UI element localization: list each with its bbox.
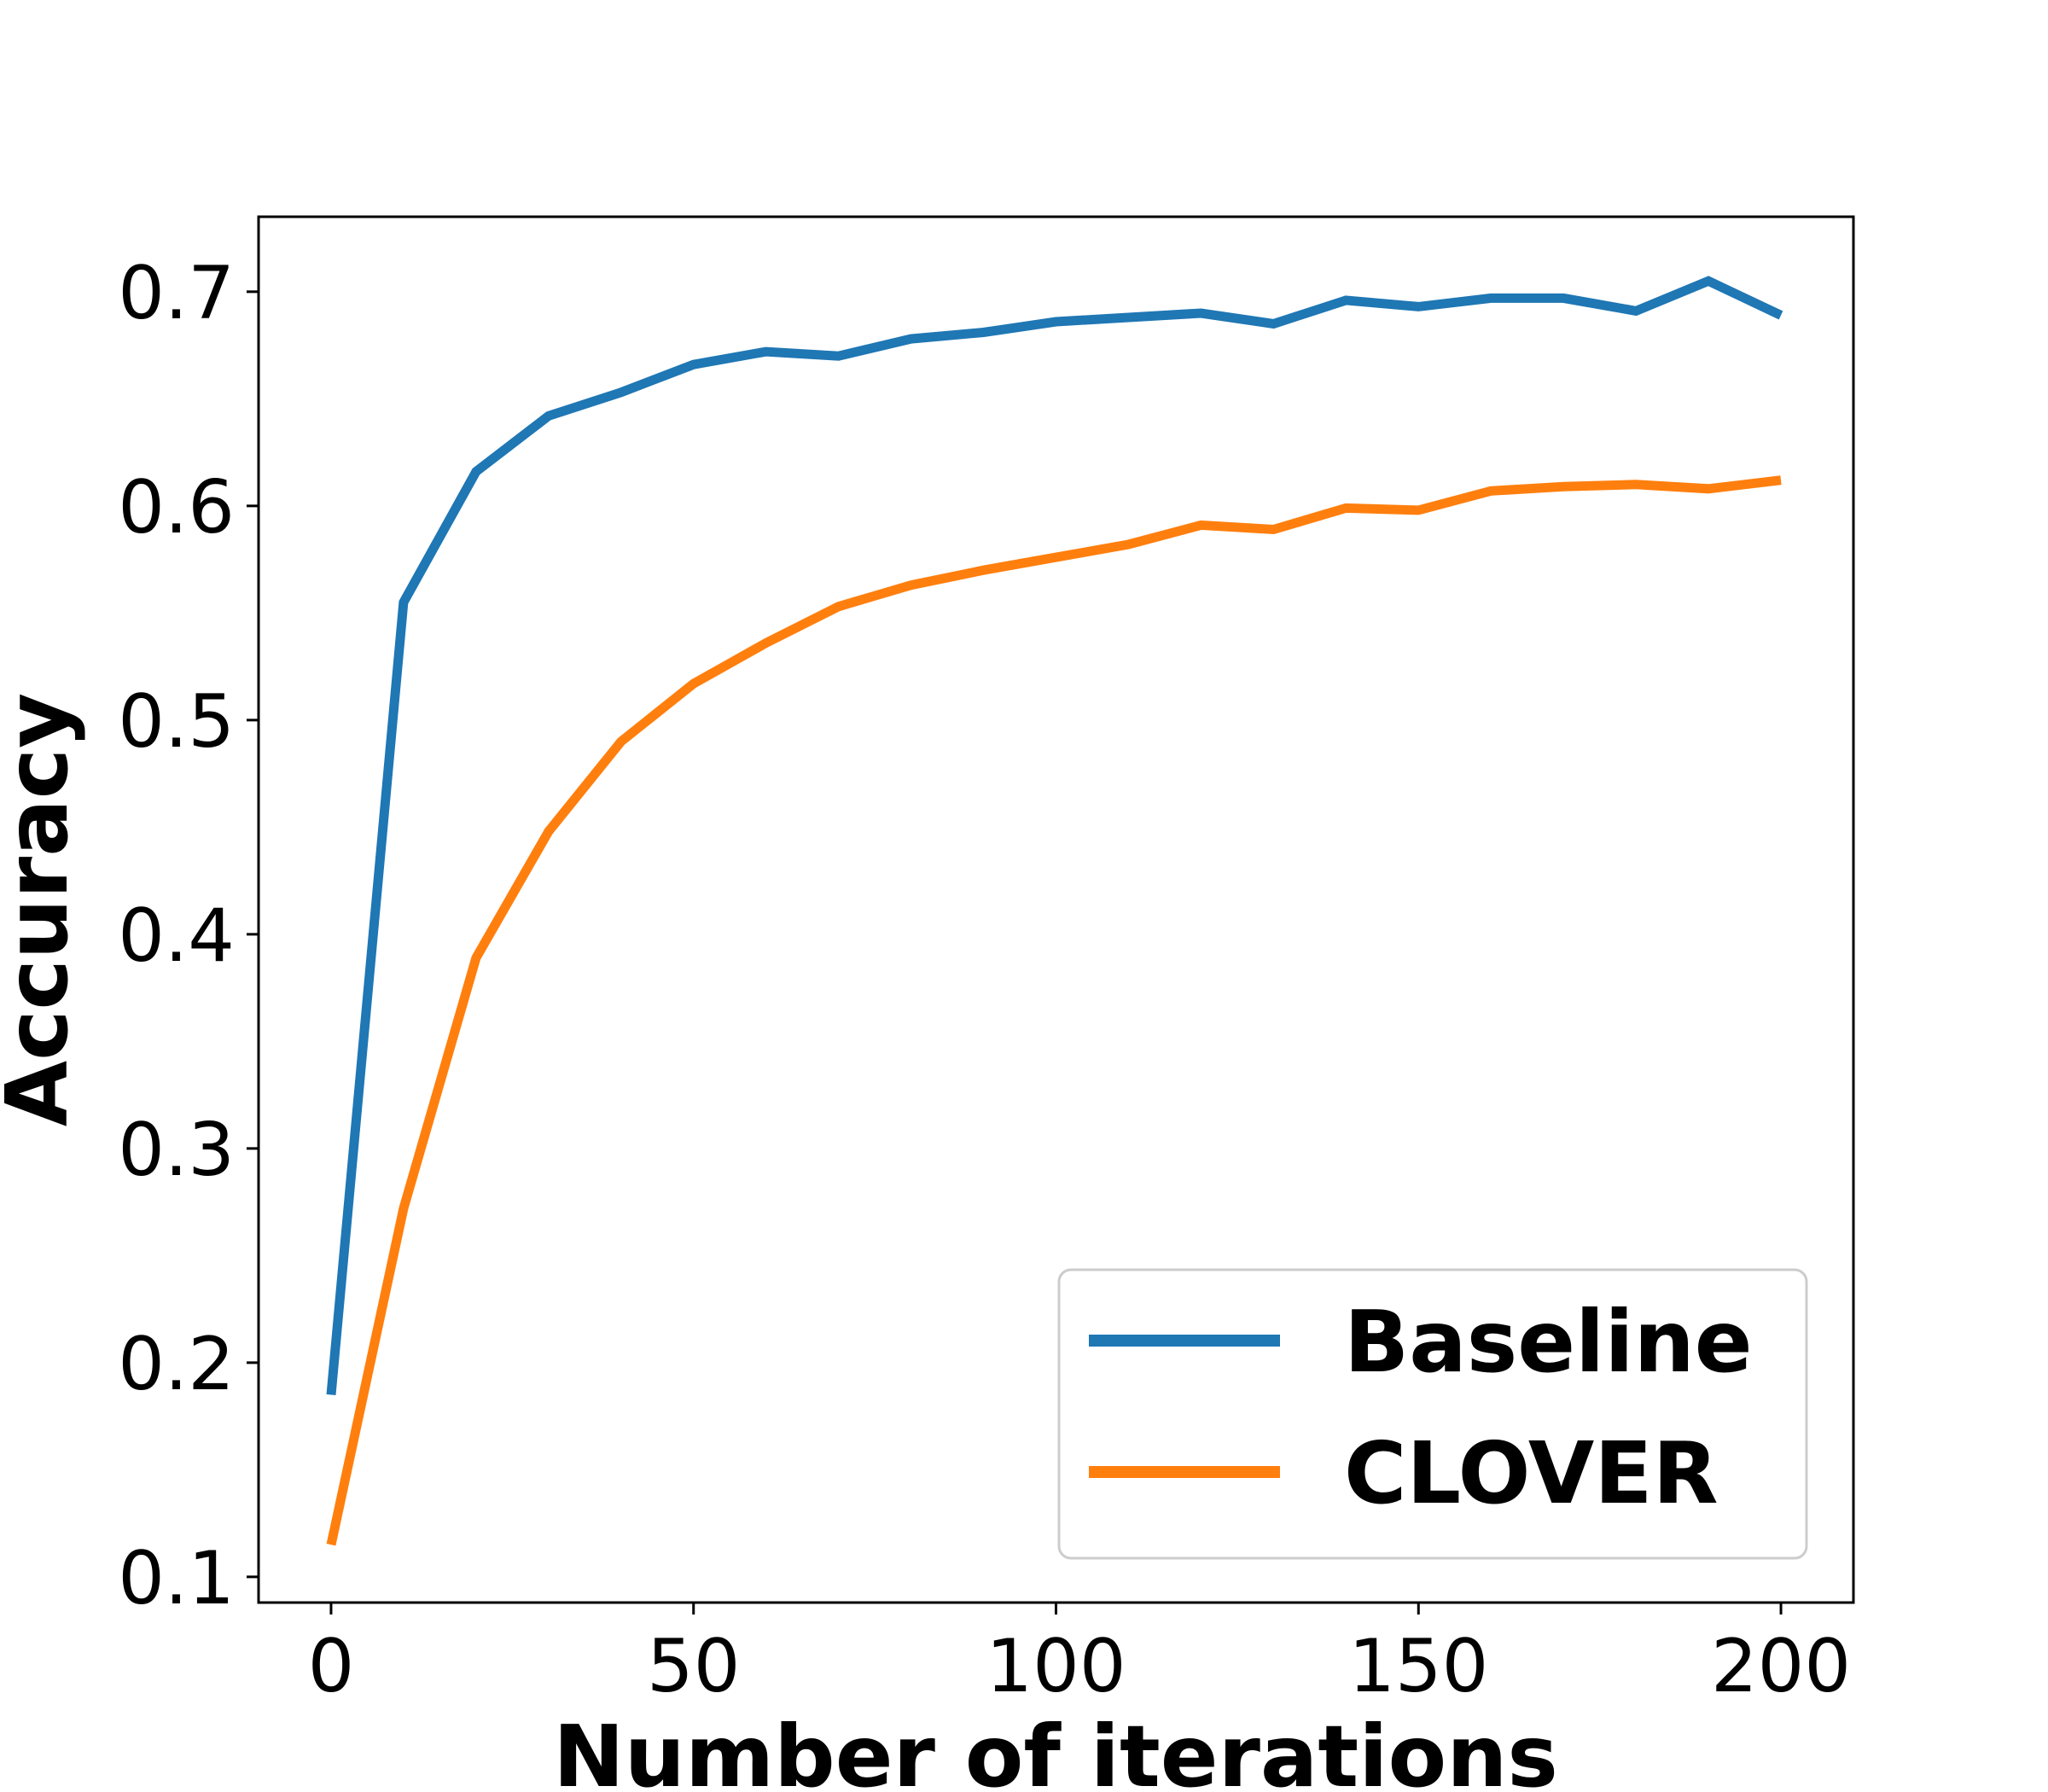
series-line-baseline [326, 276, 1783, 1396]
y-axis-ticks: 0.1 0.2 0.3 0.4 0.5 0.6 0.7 [118, 251, 259, 1621]
x-axis-title: Number of iterations [553, 1707, 1558, 1792]
x-axis-ticks: 0 50 100 150 200 [308, 1603, 1851, 1709]
x-tick-label: 150 [1348, 1624, 1488, 1709]
y-tick-label: 0.4 [118, 893, 235, 979]
x-tick-label: 200 [1711, 1624, 1851, 1709]
x-tick-label: 100 [986, 1624, 1126, 1709]
legend: Baseline CLOVER [1057, 1268, 1808, 1560]
y-tick-label: 0.2 [118, 1322, 235, 1407]
y-tick-label: 0.1 [118, 1536, 235, 1621]
y-tick-label: 0.7 [118, 251, 235, 336]
legend-label-clover: CLOVER [1344, 1423, 1719, 1523]
series-lines [326, 276, 1783, 1546]
x-tick-label: 0 [308, 1624, 355, 1709]
legend-label-baseline: Baseline [1344, 1292, 1753, 1392]
y-tick-label: 0.5 [118, 679, 235, 765]
series-line-clover [326, 475, 1782, 1546]
x-tick-label: 50 [647, 1624, 740, 1709]
y-tick-label: 0.6 [118, 465, 235, 550]
plot-frame [257, 215, 1855, 1604]
y-axis-title: Accuracy [0, 693, 87, 1126]
y-tick-label: 0.3 [118, 1108, 235, 1193]
